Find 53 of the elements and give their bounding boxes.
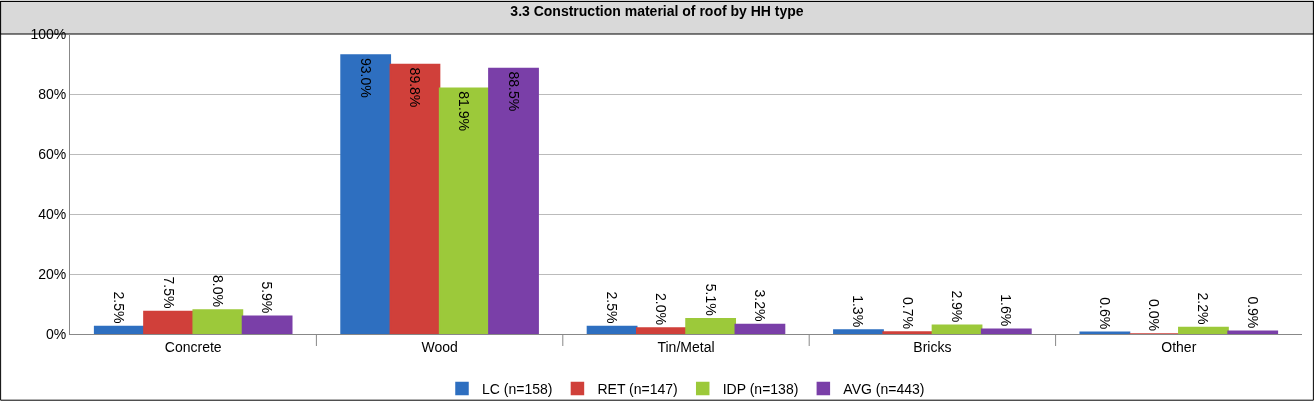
y-tick-label: 40%: [38, 205, 67, 222]
data-label: 2.2%: [1195, 292, 1212, 325]
bar: [340, 54, 392, 334]
data-label: 0.7%: [899, 296, 916, 329]
y-tick-label: 80%: [38, 85, 67, 102]
data-label: 0.6%: [1096, 297, 1113, 330]
y-tick-label: 0%: [45, 325, 67, 342]
data-label: 0.0%: [1146, 299, 1163, 331]
x-tick-label: Wood: [421, 338, 458, 355]
data-label: 88.5%: [505, 71, 522, 112]
bar: [635, 327, 687, 334]
legend-label: RET (n=147): [597, 381, 678, 398]
bar: [488, 67, 539, 334]
bar: [1178, 326, 1229, 334]
data-label: 5.9%: [259, 281, 276, 314]
legend-label: IDP (n=138): [722, 381, 799, 398]
chart-title: 3.3 Construction material of roof by HH type: [510, 3, 804, 20]
data-label: 93.0%: [357, 58, 374, 98]
x-tick-label: Concrete: [164, 338, 222, 355]
legend-label: LC (n=158): [482, 381, 553, 398]
bar: [438, 87, 490, 334]
bar: [931, 324, 983, 334]
x-tick-label: Other: [1161, 338, 1197, 355]
x-tick-label: Tin/Metal: [657, 338, 715, 355]
data-label: 89.8%: [406, 67, 423, 108]
data-label: 2.5%: [604, 291, 621, 324]
y-tick-label: 20%: [38, 265, 67, 282]
y-tick-label: 60%: [38, 145, 67, 162]
data-label: 81.9%: [456, 91, 473, 131]
data-label: 1.3%: [850, 295, 867, 328]
bar: [734, 323, 786, 334]
bar: [833, 329, 884, 334]
data-label: 5.1%: [702, 283, 719, 316]
bar: [685, 317, 737, 334]
data-label: 1.6%: [998, 294, 1015, 327]
bar: [93, 325, 145, 334]
data-label: 7.5%: [160, 276, 177, 309]
data-label: 3.2%: [751, 289, 768, 322]
bar: [389, 63, 441, 334]
data-label: 8.0%: [209, 275, 226, 307]
y-tick-label: 100%: [30, 25, 67, 42]
x-tick-label: Bricks: [913, 338, 952, 355]
bar: [192, 309, 244, 334]
data-label: 0.9%: [1244, 296, 1261, 329]
data-label: 2.9%: [949, 290, 966, 323]
bar: [980, 328, 1032, 334]
bar: [586, 325, 638, 334]
data-label: 2.5%: [111, 291, 128, 324]
data-label: 2.0%: [653, 293, 670, 325]
bar: [241, 315, 293, 334]
bar: [143, 310, 194, 334]
legend-label: AVG (n=443): [843, 381, 925, 398]
bar: [882, 331, 934, 334]
